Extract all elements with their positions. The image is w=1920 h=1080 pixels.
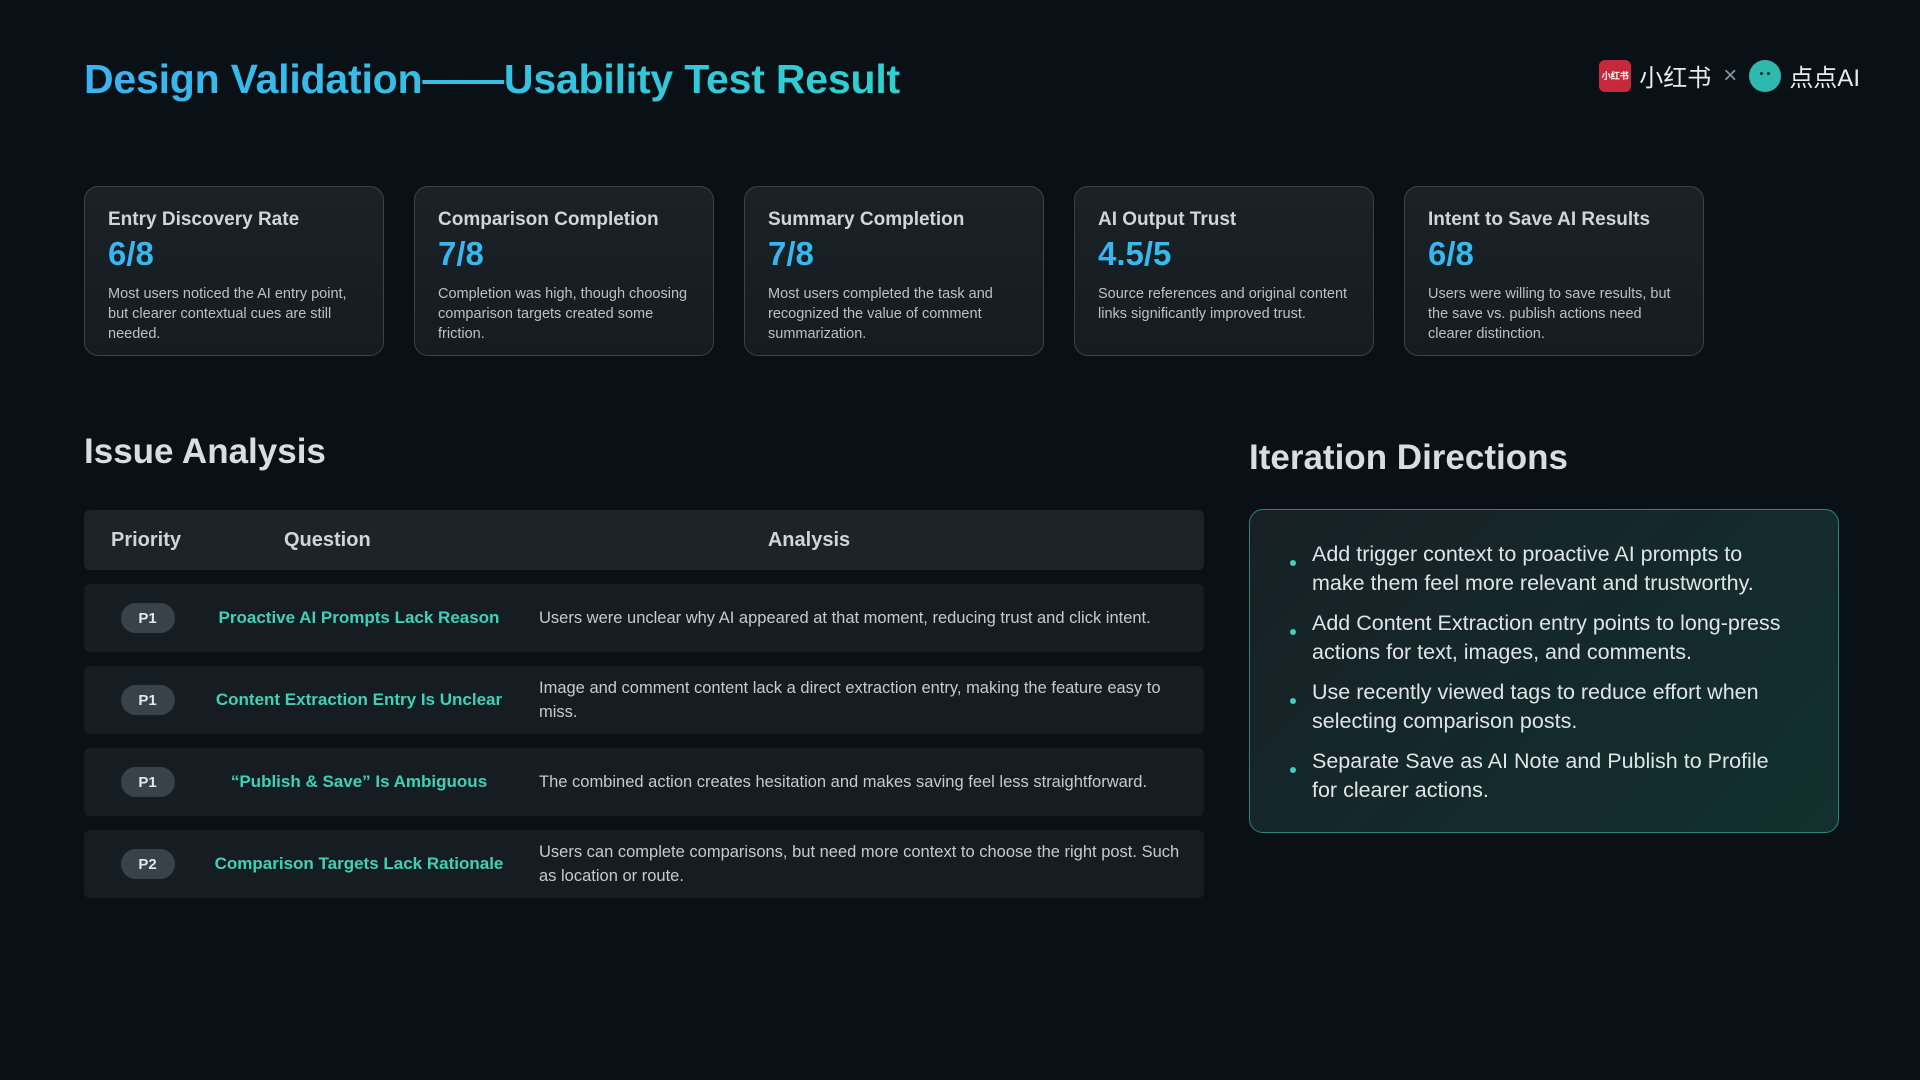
metric-description: Completion was high, though choosing com… [438,285,688,342]
issue-analysis-text: Users can complete comparisons, but need… [539,843,1180,885]
page-title: Design Validation——Usability Test Result [84,56,900,102]
metric-description: Users were willing to save results, but … [1428,285,1671,342]
list-item: Separate Save as AI Note and Publish to … [1290,747,1798,805]
priority-badge: P2 [120,849,175,879]
metric-label: Summary Completion [768,209,965,230]
issue-question: Proactive AI Prompts Lack Reason [218,608,500,627]
metric-description: Most users completed the task and recogn… [768,285,993,342]
metric-value: 6/8 [1428,235,1680,273]
metric-label: AI Output Trust [1098,209,1237,230]
priority-badge: P1 [120,685,175,715]
issue-table: Priority Question Analysis P1 Proactive … [84,510,1204,898]
brand-separator: × [1723,61,1738,89]
list-item: Add trigger context to proactive AI prom… [1290,540,1798,598]
priority-badge: P1 [120,767,175,797]
metric-label: Entry Discovery Rate [108,209,300,230]
metric-description: Source references and original content l… [1098,285,1348,322]
table-header: Priority Question Analysis [84,510,1204,570]
issue-analysis-title: Issue Analysis [84,432,326,471]
metric-card: Entry Discovery Rate 6/8 Most users noti… [84,186,384,356]
metric-value: 6/8 [108,235,360,273]
issue-analysis-text: Image and comment content lack a direct … [539,679,1161,721]
column-header-question: Question [284,528,371,551]
metric-card: Comparison Completion 7/8 Completion was… [414,186,714,356]
metric-value: 7/8 [438,235,690,273]
iteration-directions-title: Iteration Directions [1249,438,1568,477]
brand-lockup: 小红书 小红书 × 点点AI [1599,58,1860,93]
metric-card: AI Output Trust 4.5/5 Source references … [1074,186,1374,356]
issue-analysis-text: The combined action creates hesitation a… [539,773,1148,791]
brand-right-name: 点点AI [1789,65,1860,92]
issue-analysis-text: Users were unclear why AI appeared at th… [539,609,1151,627]
metric-card: Intent to Save AI Results 6/8 Users were… [1404,186,1704,356]
issue-question: “Publish & Save” Is Ambiguous [230,772,488,791]
column-header-analysis: Analysis [767,528,851,551]
list-item: Add Content Extraction entry points to l… [1290,609,1798,667]
metric-description: Most users noticed the AI entry point, b… [108,285,347,342]
iteration-directions-list: Add trigger context to proactive AI prom… [1249,509,1839,833]
list-item: Use recently viewed tags to reduce effor… [1290,678,1798,736]
table-row: P1 Proactive AI Prompts Lack Reason User… [84,584,1204,652]
issue-question: Content Extraction Entry Is Unclear [215,690,503,709]
issue-question: Comparison Targets Lack Rationale [214,854,504,873]
table-row: P1 Content Extraction Entry Is Unclear I… [84,666,1204,734]
metric-label: Intent to Save AI Results [1428,209,1651,230]
metric-value: 7/8 [768,235,1020,273]
column-header-priority: Priority [111,528,182,551]
table-row: P2 Comparison Targets Lack Rationale Use… [84,830,1204,898]
diandian-ai-logo-icon [1749,59,1782,92]
metric-value: 4.5/5 [1098,235,1350,273]
metric-label: Comparison Completion [438,209,659,230]
xiaohongshu-logo-icon: 小红书 [1599,59,1632,92]
table-row: P1 “Publish & Save” Is Ambiguous The com… [84,748,1204,816]
brand-left-name: 小红书 [1639,65,1712,92]
priority-badge: P1 [120,603,175,633]
metric-cards: Entry Discovery Rate 6/8 Most users noti… [84,186,1704,356]
metric-card: Summary Completion 7/8 Most users comple… [744,186,1044,356]
